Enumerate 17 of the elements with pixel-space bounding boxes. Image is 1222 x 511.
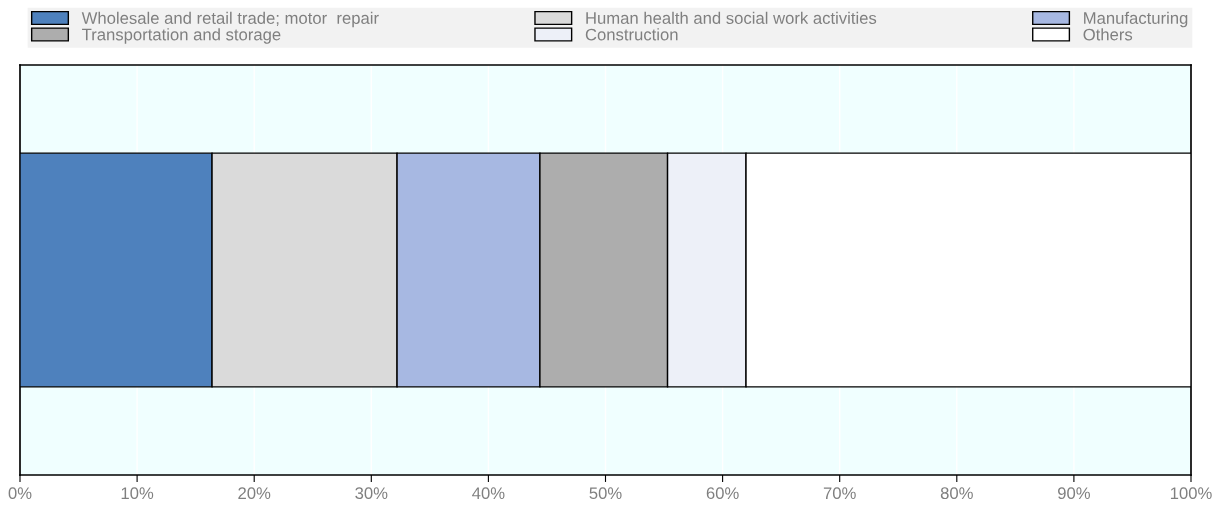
- x-tick-label: 0%: [8, 487, 32, 500]
- x-tick-label: 90%: [1058, 487, 1090, 500]
- x-tick-label: 40%: [472, 487, 505, 500]
- legend-label: Wholesale and retail trade; motor repair: [81, 11, 379, 28]
- legend-label: Human health and social work activities: [586, 11, 877, 24]
- x-tick-label: 60%: [706, 487, 739, 500]
- legend-label: Construction: [585, 28, 678, 41]
- legend-label: Transportation and storage: [82, 28, 281, 44]
- legend-label: Manufacturing: [1084, 11, 1188, 28]
- x-tick-label: 30%: [355, 487, 388, 500]
- x-tick-label: 20%: [238, 487, 271, 500]
- x-tick-label: 70%: [823, 487, 856, 500]
- x-tick-label: 10%: [121, 487, 154, 500]
- x-tick-label: 50%: [589, 487, 622, 500]
- x-tick-label: 100%: [1170, 487, 1212, 500]
- legend-label: Others: [1083, 28, 1133, 41]
- x-tick-label: 80%: [940, 487, 973, 500]
